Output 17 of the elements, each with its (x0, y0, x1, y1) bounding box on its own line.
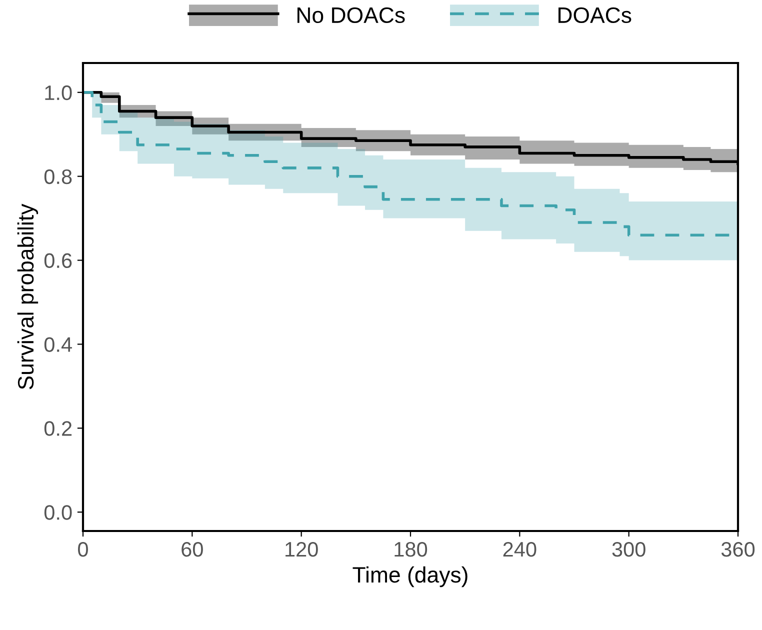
y-tick-label: 1.0 (45, 85, 72, 100)
x-tick-label: 120 (286, 542, 318, 557)
x-tick-label: 240 (503, 542, 536, 557)
y-tick-label: 0.2 (44, 421, 72, 436)
x-tick-label: 360 (721, 542, 755, 557)
x-tick-label: 0 (78, 542, 88, 557)
y-tick-label: 0.6 (44, 253, 72, 268)
legend-label: No DOACs (297, 7, 405, 24)
x-tick-label: 300 (612, 542, 646, 557)
y-tick-label: 0.4 (44, 337, 72, 352)
x-tick-label: 180 (394, 542, 428, 557)
y-axis-title: Survival probability (17, 204, 38, 390)
y-tick-label: 0.0 (44, 505, 72, 520)
x-axis-title: Time (days) (352, 566, 468, 588)
legend-label: DOACs (558, 7, 632, 24)
x-tick-label: 60 (182, 542, 203, 557)
y-tick-label: 0.8 (44, 169, 72, 184)
